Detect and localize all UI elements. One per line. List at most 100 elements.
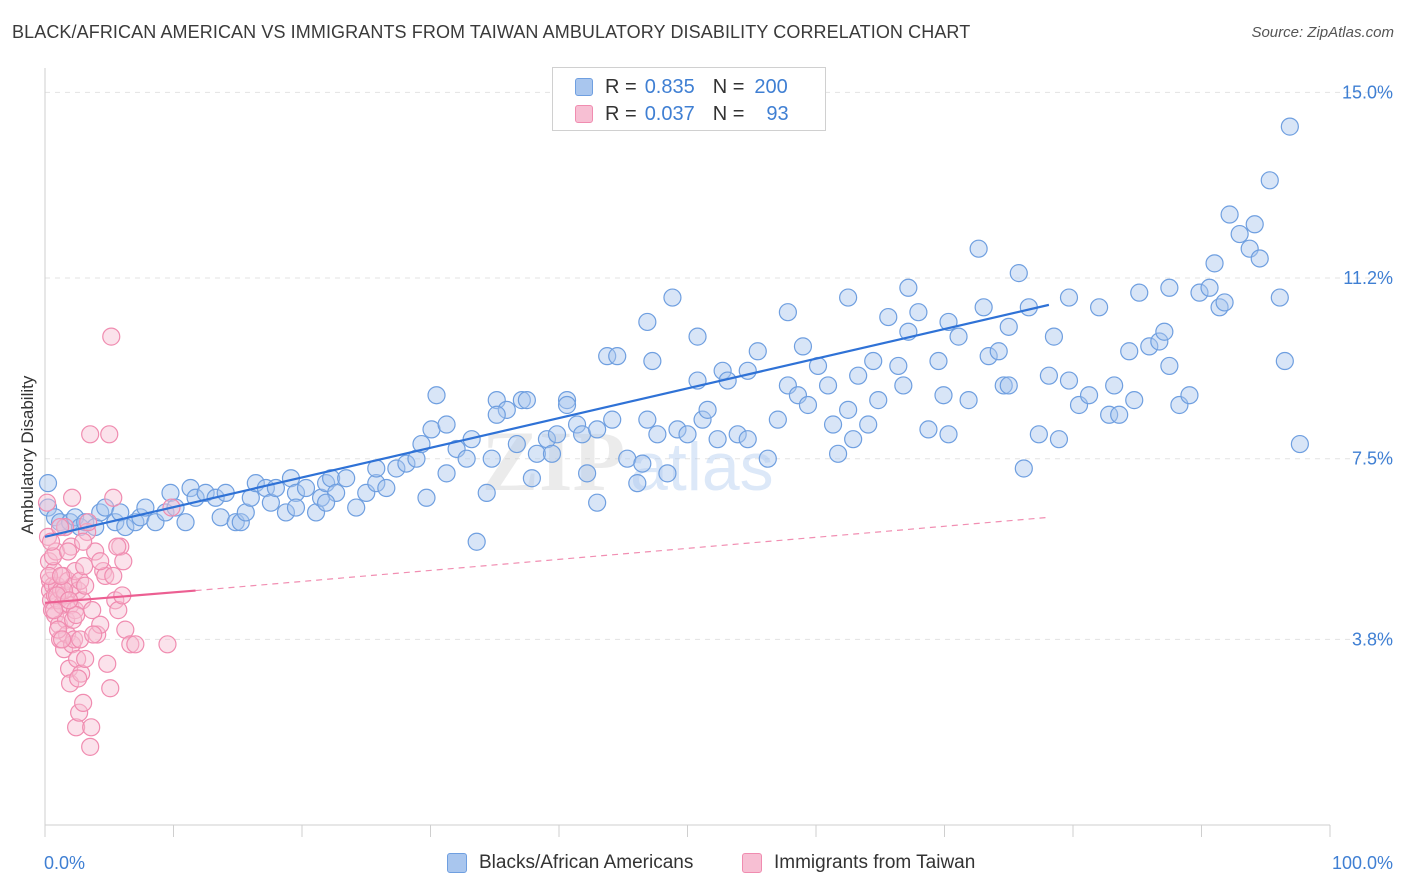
data-point [668, 420, 687, 439]
data-point [517, 391, 536, 410]
data-point [63, 488, 82, 507]
series-taiwan [37, 327, 181, 756]
y-tick-label: 15.0% [1342, 82, 1393, 102]
data-point [994, 376, 1013, 395]
data-point [467, 532, 486, 551]
data-point [1130, 283, 1149, 302]
data-point [70, 703, 89, 722]
data-point [101, 679, 120, 698]
data-point [572, 425, 592, 444]
data-point [422, 420, 441, 439]
data-point [542, 444, 562, 463]
data-point [286, 483, 306, 502]
data-point [1110, 405, 1129, 424]
legend-item-taiwan[interactable]: Immigrants from Taiwan [742, 852, 975, 874]
data-point [104, 488, 123, 507]
y-tick-label: 3.8% [1352, 629, 1393, 649]
data-point [176, 513, 195, 532]
data-point [959, 391, 978, 410]
data-point [276, 503, 296, 522]
data-point [708, 430, 727, 449]
data-point [603, 410, 622, 429]
data-point [211, 508, 230, 527]
y-axis-label: Ambulatory Disability [18, 375, 37, 535]
data-point [108, 537, 127, 556]
n-label: N = [712, 102, 745, 125]
data-point [839, 288, 858, 307]
data-point [76, 576, 95, 595]
trend-line [44, 589, 196, 604]
data-point [728, 425, 747, 444]
x-tick-min: 0.0% [44, 853, 85, 873]
n-value: 200 [754, 75, 788, 98]
data-point [1090, 298, 1109, 317]
data-point [1160, 356, 1179, 376]
data-point [437, 415, 456, 434]
data-point [84, 625, 103, 644]
r-label: R = [605, 75, 637, 98]
data-point [497, 400, 516, 419]
data-point [158, 635, 177, 654]
data-point [547, 425, 567, 444]
data-point [347, 498, 366, 517]
data-point [44, 601, 64, 620]
data-point [91, 615, 110, 634]
trend-lines [44, 303, 1050, 604]
data-point [71, 571, 90, 590]
data-point [367, 474, 386, 493]
data-point [109, 601, 128, 620]
trend-line-extension [195, 516, 1049, 592]
data-point [67, 605, 86, 625]
data-point [844, 430, 863, 449]
data-point [748, 342, 767, 361]
watermark-zip: ZIP [482, 413, 625, 509]
pink-swatch-icon [575, 105, 593, 123]
data-point [1190, 283, 1209, 302]
data-point [67, 718, 86, 737]
data-point [1200, 278, 1219, 297]
data-point [738, 430, 757, 449]
data-point [1250, 249, 1269, 268]
data-point [1290, 434, 1309, 454]
data-point [557, 391, 577, 410]
data-point [1220, 205, 1239, 224]
data-point [81, 737, 100, 756]
x-tick-max: 100.0% [1332, 853, 1393, 873]
axes [44, 68, 1331, 837]
data-point [778, 303, 797, 322]
data-point [527, 444, 547, 463]
n-value: 93 [766, 102, 789, 125]
blue-swatch-icon [575, 78, 593, 96]
data-points [37, 117, 1309, 756]
data-point [74, 693, 93, 713]
data-point [81, 425, 100, 444]
data-point [1100, 405, 1119, 424]
data-point [397, 454, 416, 473]
data-point [51, 566, 71, 586]
data-point [864, 351, 883, 371]
data-point [638, 312, 657, 332]
data-point [793, 337, 813, 356]
data-point [52, 630, 72, 649]
data-point [98, 654, 117, 673]
legend-row-taiwan: R = 0.037 N = 93 [575, 101, 789, 127]
data-point [588, 493, 607, 512]
data-point [1230, 224, 1249, 244]
blue-swatch-icon [447, 853, 467, 873]
data-point [38, 474, 58, 493]
source-credit: Source: ZipAtlas.com [1251, 24, 1394, 41]
data-point [1049, 430, 1069, 449]
data-point [1120, 342, 1139, 361]
data-point [286, 498, 306, 517]
y-tick-label: 11.2% [1343, 268, 1393, 288]
data-point [1280, 117, 1299, 136]
data-point [1105, 376, 1124, 395]
data-point [1009, 264, 1028, 283]
grid-lines [45, 91, 1395, 640]
data-point [578, 464, 597, 483]
data-point [633, 454, 652, 473]
correlation-legend: R = 0.835 N = 200 R = 0.037 N = 93 [552, 67, 826, 131]
data-point [1059, 288, 1079, 307]
legend-item-blacks[interactable]: Blacks/African Americans [447, 852, 693, 874]
data-point [849, 366, 868, 385]
